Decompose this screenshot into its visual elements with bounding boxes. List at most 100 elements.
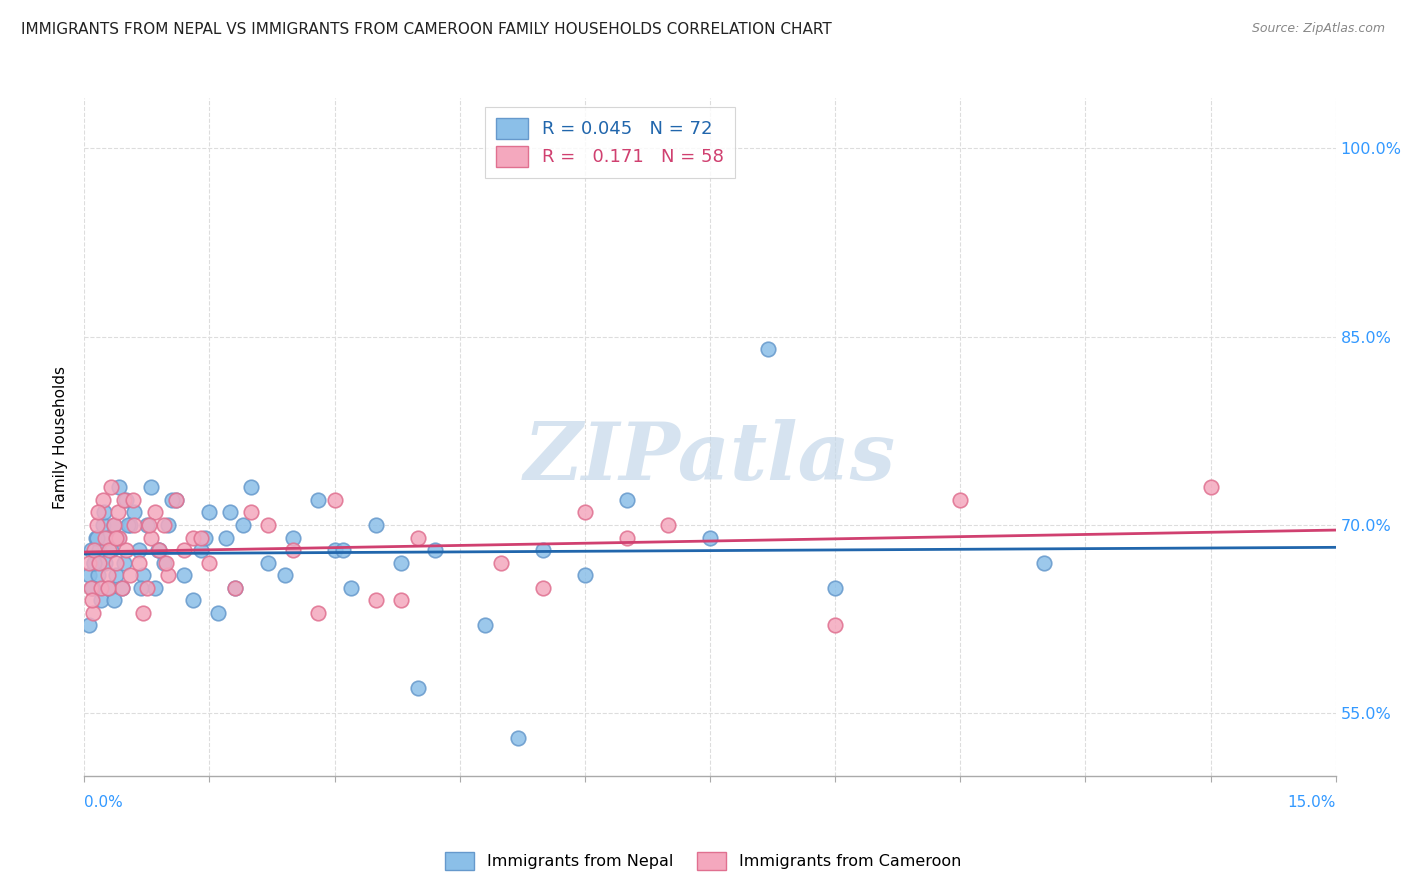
Point [77, 568, 100, 582]
Point [112, 492, 135, 507]
Point [105, 556, 128, 570]
Point [240, 505, 263, 519]
Point [207, 606, 229, 620]
Point [181, 593, 204, 607]
Point [100, 543, 122, 558]
Point [224, 581, 246, 595]
Point [173, 543, 195, 558]
Point [240, 480, 263, 494]
Point [120, 568, 142, 582]
Point [406, 681, 429, 695]
Point [143, 505, 166, 519]
Point [79, 618, 101, 632]
Point [824, 581, 846, 595]
Point [257, 518, 280, 533]
Point [323, 492, 346, 507]
Point [389, 593, 412, 607]
Point [531, 581, 554, 595]
Point [323, 543, 346, 558]
Point [77, 556, 100, 570]
Point [80, 581, 103, 595]
Point [94, 556, 117, 570]
Point [307, 492, 329, 507]
Point [281, 543, 304, 558]
Point [574, 568, 596, 582]
Point [105, 568, 128, 582]
Point [1199, 480, 1222, 494]
Point [366, 518, 388, 533]
Point [112, 556, 135, 570]
Point [80, 543, 103, 558]
Point [366, 593, 388, 607]
Point [103, 518, 125, 533]
Point [139, 480, 162, 494]
Point [128, 543, 150, 558]
Text: 0.0%: 0.0% [84, 795, 124, 810]
Point [132, 606, 155, 620]
Point [165, 492, 187, 507]
Point [89, 543, 111, 558]
Point [98, 581, 121, 595]
Text: Source: ZipAtlas.com: Source: ZipAtlas.com [1251, 22, 1385, 36]
Text: ZIPatlas: ZIPatlas [524, 418, 896, 496]
Point [91, 518, 114, 533]
Point [1032, 556, 1054, 570]
Point [132, 568, 155, 582]
Point [120, 518, 142, 533]
Point [136, 581, 159, 595]
Point [257, 556, 280, 570]
Point [103, 518, 125, 533]
Legend: R = 0.045   N = 72, R =   0.171   N = 58: R = 0.045 N = 72, R = 0.171 N = 58 [485, 107, 735, 178]
Point [173, 568, 195, 582]
Point [340, 581, 363, 595]
Point [949, 492, 972, 507]
Point [111, 581, 134, 595]
Point [273, 568, 295, 582]
Point [307, 606, 329, 620]
Point [148, 543, 170, 558]
Point [121, 492, 143, 507]
Point [80, 593, 103, 607]
Point [194, 531, 217, 545]
Point [156, 568, 179, 582]
Point [97, 581, 120, 595]
Text: 15.0%: 15.0% [1288, 795, 1336, 810]
Point [155, 556, 177, 570]
Point [616, 492, 638, 507]
Point [90, 593, 112, 607]
Point [224, 581, 246, 595]
Point [84, 531, 107, 545]
Point [406, 531, 429, 545]
Point [824, 618, 846, 632]
Point [86, 531, 108, 545]
Text: IMMIGRANTS FROM NEPAL VS IMMIGRANTS FROM CAMEROON FAMILY HOUSEHOLDS CORRELATION : IMMIGRANTS FROM NEPAL VS IMMIGRANTS FROM… [21, 22, 832, 37]
Point [91, 492, 114, 507]
Legend: Immigrants from Nepal, Immigrants from Cameroon: Immigrants from Nepal, Immigrants from C… [439, 845, 967, 877]
Point [124, 505, 146, 519]
Point [574, 505, 596, 519]
Point [129, 581, 152, 595]
Point [152, 556, 174, 570]
Point [89, 556, 111, 570]
Point [332, 543, 354, 558]
Point [657, 518, 679, 533]
Point [136, 518, 159, 533]
Point [232, 518, 254, 533]
Point [107, 505, 129, 519]
Point [156, 518, 179, 533]
Point [94, 531, 117, 545]
Point [474, 618, 496, 632]
Point [80, 581, 103, 595]
Point [531, 543, 554, 558]
Point [281, 531, 304, 545]
Point [86, 505, 108, 519]
Point [198, 556, 221, 570]
Point [83, 543, 105, 558]
Point [148, 543, 170, 558]
Point [190, 543, 212, 558]
Point [115, 543, 138, 558]
Point [508, 731, 530, 746]
Point [198, 505, 221, 519]
Point [165, 492, 187, 507]
Point [181, 531, 204, 545]
